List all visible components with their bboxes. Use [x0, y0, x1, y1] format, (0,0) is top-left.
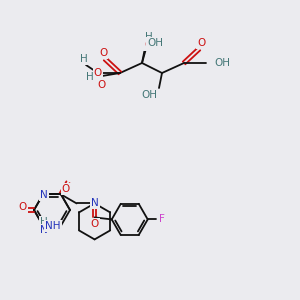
Text: OH: OH: [141, 90, 157, 100]
Text: O: O: [62, 184, 70, 194]
Text: N: N: [40, 225, 48, 235]
Text: OH: OH: [147, 38, 163, 48]
Text: OH: OH: [214, 58, 230, 68]
Text: N: N: [91, 198, 98, 208]
Text: NH: NH: [45, 220, 61, 231]
Text: F: F: [159, 214, 165, 224]
Text: H: H: [145, 32, 153, 42]
Text: O: O: [98, 80, 106, 90]
Text: O: O: [197, 38, 205, 48]
Text: H: H: [40, 217, 48, 226]
Text: O: O: [144, 40, 152, 50]
Text: O: O: [91, 219, 99, 230]
Text: H: H: [80, 54, 88, 64]
Text: H: H: [86, 72, 94, 82]
Text: N: N: [40, 190, 48, 200]
Text: O: O: [19, 202, 27, 212]
Text: O: O: [94, 68, 102, 78]
Text: O: O: [99, 48, 107, 58]
